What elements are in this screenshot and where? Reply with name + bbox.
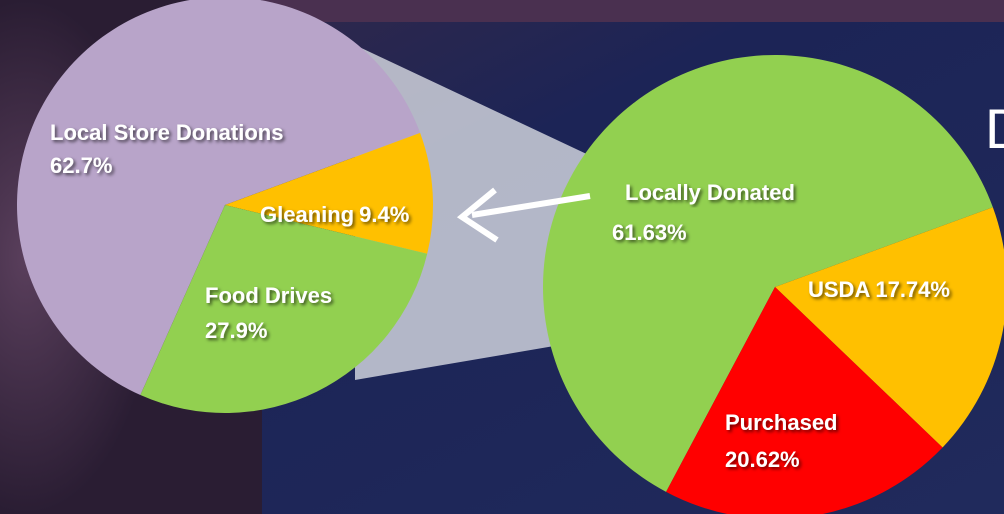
slice-label: 61.63%	[612, 220, 687, 245]
category-label: Local Store Donations	[50, 120, 283, 145]
category-label: Gleaning	[260, 202, 354, 227]
slice-label: Locally Donated	[625, 180, 795, 205]
value-label: 62.7%	[50, 153, 112, 178]
slice-label: 20.62%	[725, 447, 800, 472]
value-label: 61.63%	[612, 220, 687, 245]
value-label: 17.74%	[875, 277, 950, 302]
category-label: USDA	[808, 277, 870, 302]
slice-label: Food Drives	[205, 283, 332, 308]
slice-label: Local Store Donations	[50, 120, 283, 145]
slice-label: 27.9%	[205, 318, 267, 343]
slice-label: 62.7%	[50, 153, 112, 178]
value-label: 27.9%	[205, 318, 267, 343]
slice-label: Purchased	[725, 410, 838, 435]
heading-fragment: D	[985, 97, 1004, 160]
slide: D Local Store Donations 62.7% Gleaning9.4%…	[0, 0, 1004, 514]
value-label: 9.4%	[359, 202, 409, 227]
page: D Local Store Donations 62.7% Gleaning9.4%…	[0, 0, 1004, 514]
category-label: Locally Donated	[625, 180, 795, 205]
value-label: 20.62%	[725, 447, 800, 472]
category-label: Purchased	[725, 410, 838, 435]
category-label: Food Drives	[205, 283, 332, 308]
